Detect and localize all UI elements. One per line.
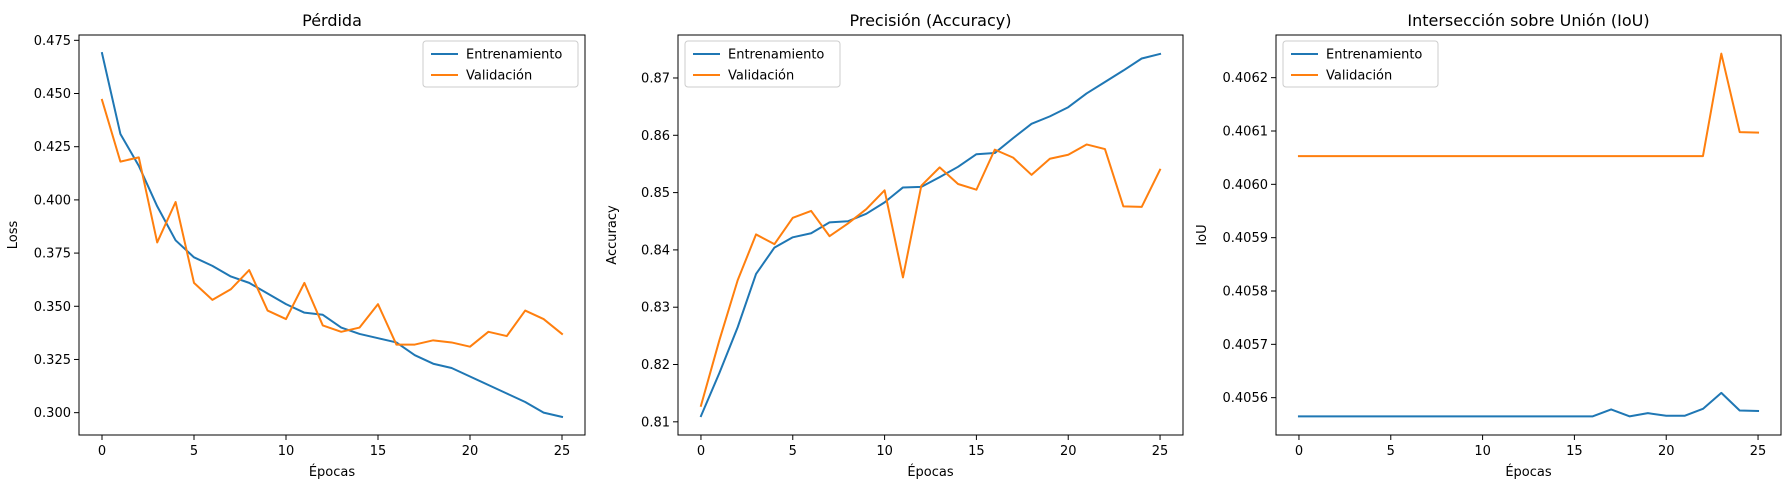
chart-3-legend-label-train: Entrenamiento: [1326, 48, 1422, 63]
chart-3-legend: Entrenamiento Validación: [1282, 40, 1439, 88]
chart-1: Pérdida 0 5 10 15 20 25 0.300 0.325 0.350 0.375 0.4…: [6, 11, 586, 480]
chart-3-y-tick-label: 0.4059: [1223, 231, 1269, 246]
chart-1-y-tick-label: 0.300: [34, 406, 71, 421]
chart-3-y-axis-label: IoU: [1195, 224, 1210, 245]
chart-3-legend-box: [1282, 40, 1439, 88]
chart-2-y-tick-label: 0.81: [641, 415, 670, 430]
chart-1-x-tick-label: 0: [98, 444, 106, 459]
chart-2-legend: Entrenamiento Validación: [684, 40, 841, 88]
chart-3-x-tick-label: 10: [1474, 444, 1491, 459]
chart-1-y-tick-label: 0.375: [34, 247, 71, 262]
chart-1-legend-box: [422, 40, 579, 88]
chart-3-title: Intersección sobre Unión (IoU): [1407, 11, 1649, 30]
chart-1-line-train: [100, 51, 564, 419]
chart-2-y-axis-label: Accuracy: [605, 205, 620, 265]
chart-2-x-tick-label: 5: [789, 444, 797, 459]
chart-1-axes-frame: [78, 34, 586, 436]
chart-2-legend-box: [684, 40, 841, 88]
chart-3-y-tick-label: 0.4062: [1223, 71, 1269, 86]
chart-3-x-ticks: 0 5 10 15 20 25: [1295, 435, 1767, 459]
chart-1-line-validation: [100, 98, 564, 348]
chart-1-y-tick-label: 0.400: [34, 193, 71, 208]
chart-1-x-tick-label: 5: [190, 444, 198, 459]
chart-2-line-validation: [699, 143, 1162, 408]
chart-1-x-tick-label: 25: [554, 444, 571, 459]
chart-1-title: Pérdida: [302, 11, 362, 30]
panels: Pérdida 0 5 10 15 20 25 0.300 0.325 0.350 0.375 0.4…: [6, 11, 1782, 480]
chart-2: Precisión (Accuracy)0 5 10 15 20 250.810.820.…: [605, 11, 1184, 480]
chart-1-legend: Entrenamiento Validación: [422, 40, 579, 88]
chart-1-y-ticks: 0.300 0.325 0.350 0.375 0.400 0.425 0.450 0.475: [34, 34, 79, 421]
chart-2-title: Precisión (Accuracy): [849, 11, 1011, 30]
chart-1-x-tick-label: 15: [370, 444, 387, 459]
chart-1-y-tick-label: 0.325: [34, 353, 71, 368]
chart-2-y-tick-label: 0.85: [641, 186, 670, 201]
chart-2-legend-label-validation: Validación: [728, 69, 794, 84]
chart-3: Intersección sobre Unión (IoU) 0 5 10 15 20 25…: [1195, 11, 1782, 480]
chart-3-y-tick-label: 0.4060: [1223, 178, 1269, 193]
chart-2-x-tick-label: 25: [1152, 444, 1169, 459]
chart-1-series: [100, 51, 564, 419]
chart-3-x-tick-label: 25: [1750, 444, 1767, 459]
chart-2-series: [699, 52, 1162, 418]
chart-3-x-tick-label: 20: [1658, 444, 1675, 459]
chart-2-y-tick-label: 0.82: [641, 358, 670, 373]
chart-2-x-tick-label: 20: [1060, 444, 1077, 459]
chart-2-x-tick-label: 15: [968, 444, 985, 459]
chart-2-y-tick-label: 0.83: [641, 301, 670, 316]
chart-1-y-tick-label: 0.450: [34, 87, 71, 102]
chart-3-y-tick-label: 0.4058: [1223, 285, 1269, 300]
chart-1-x-axis-label: Épocas: [309, 464, 356, 480]
chart-1-legend-label-train: Entrenamiento: [466, 48, 562, 63]
chart-2-legend-label-train: Entrenamiento: [728, 48, 824, 63]
chart-3-line-validation: [1297, 52, 1760, 158]
chart-2-axes-frame: [677, 34, 1184, 436]
chart-2-y-tick-label: 0.86: [641, 129, 670, 144]
chart-2-x-tick-label: 0: [697, 444, 705, 459]
chart-2-y-tick-label: 0.84: [641, 243, 670, 258]
chart-2-line-train: [699, 52, 1162, 418]
chart-3-y-tick-label: 0.4057: [1223, 338, 1269, 353]
chart-2-y-tick-label: 0.87: [641, 71, 670, 86]
chart-1-y-tick-label: 0.475: [34, 34, 71, 49]
chart-3-line-train: [1297, 391, 1760, 418]
chart-3-y-tick-label: 0.4056: [1223, 391, 1269, 406]
chart-3-x-tick-label: 15: [1566, 444, 1583, 459]
chart-1-y-tick-label: 0.425: [34, 140, 71, 155]
chart-3-x-tick-label: 0: [1295, 444, 1303, 459]
chart-3-axes-frame: [1275, 34, 1782, 436]
chart-3-x-axis-label: Épocas: [1505, 464, 1552, 480]
chart-1-x-tick-label: 20: [462, 444, 479, 459]
chart-2-x-axis-label: Épocas: [907, 464, 954, 480]
chart-3-y-ticks: 0.4056 0.4057 0.4058 0.4059 0.4060 0.4061 0.40…: [1223, 71, 1276, 406]
chart-1-legend-label-validation: Validación: [466, 69, 532, 84]
chart-3-series: [1297, 52, 1760, 418]
chart-3-x-tick-label: 5: [1387, 444, 1395, 459]
chart-1-y-tick-label: 0.350: [34, 300, 71, 315]
chart-2-x-ticks: 0 5 10 15 20 25: [697, 435, 1169, 459]
chart-2-y-ticks: 0.81 0.82 0.83 0.84 0.85 0.86 0.87: [641, 71, 678, 430]
chart-1-x-ticks: 0 5 10 15 20 25: [98, 435, 570, 459]
chart-1-x-tick-label: 10: [278, 444, 295, 459]
chart-2-x-tick-label: 10: [876, 444, 893, 459]
chart-3-legend-label-validation: Validación: [1326, 69, 1392, 84]
chart-3-y-tick-label: 0.4061: [1223, 125, 1269, 140]
chart-1-y-axis-label: Loss: [6, 221, 21, 250]
